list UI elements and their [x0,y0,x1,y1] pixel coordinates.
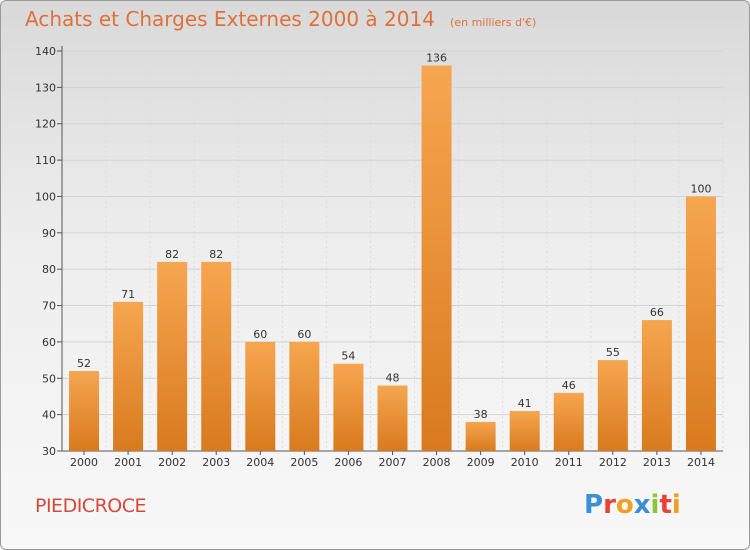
x-tick-label: 2005 [290,456,318,469]
x-tick-label: 2011 [555,456,583,469]
data-label: 54 [341,350,355,363]
chart-subtitle: (en milliers d'€) [450,16,537,29]
bar-2002 [157,261,188,451]
bar-2014 [685,196,716,451]
logo-letter: o [615,490,634,520]
x-tick-label: 2007 [379,456,407,469]
bar-2003 [201,261,232,451]
data-label: 52 [77,357,91,370]
data-label: 60 [253,328,267,341]
data-label: 66 [650,306,664,319]
data-label: 71 [121,288,135,301]
y-tick-label: 40 [42,409,56,422]
commune-name: PIEDICROCE [35,495,147,517]
x-tick-label: 2004 [246,456,274,469]
bar-layer [69,65,716,451]
data-label: 82 [209,248,223,261]
bar-2013 [641,320,672,451]
bar-2005 [289,341,320,451]
y-tick-label: 80 [42,263,56,276]
y-tick-label: 120 [35,118,56,131]
x-tick-label: 2003 [202,456,230,469]
bar-2011 [553,392,584,451]
label-layer: 52 71 82 82 60 60 54 48 136 38 41 46 55 66 100 [77,52,711,421]
bar-2012 [597,360,628,451]
bar-2004 [245,341,276,451]
y-tick-label: 110 [35,154,56,167]
data-label: 41 [518,397,532,410]
x-tick-label: 2001 [114,456,142,469]
proxiti-logo[interactable]: Proxiti [584,490,681,520]
logo-letter: i [650,490,660,520]
data-label: 100 [690,182,711,195]
data-label: 48 [386,372,400,385]
y-tick-label: 60 [42,336,56,349]
x-tick-label: 2009 [467,456,495,469]
logo-letter: x [633,490,651,520]
y-tick-label: 90 [42,227,56,240]
logo-letter: t [659,490,672,520]
logo-letter: i [671,490,681,520]
x-tick-label: 2012 [599,456,627,469]
y-tick-label: 50 [42,372,56,385]
x-tick-label: 2002 [158,456,186,469]
data-label: 46 [562,379,576,392]
bar-2009 [465,421,496,451]
y-tick-label: 130 [35,81,56,94]
y-tick-label: 70 [42,300,56,313]
x-tick-label: 2010 [511,456,539,469]
data-label: 60 [297,328,311,341]
x-tick-label: 2014 [687,456,715,469]
logo-letter: P [584,490,604,520]
data-label: 82 [165,248,179,261]
bar-2006 [333,363,364,451]
bar-2008 [421,65,452,451]
data-label: 136 [426,52,447,65]
y-tick-label: 140 [35,45,56,58]
x-tick-label: 2006 [334,456,362,469]
data-label: 55 [606,346,620,359]
y-tick-label: 100 [35,190,56,203]
bar-2010 [509,411,540,451]
chart-title: Achats et Charges Externes 2000 à 2014 [25,7,435,31]
bar-2007 [377,385,408,451]
bar-2001 [113,301,144,451]
logo-letter: r [603,490,616,520]
x-tick-label: 2000 [70,456,98,469]
y-tick-label: 30 [42,445,56,458]
title-row: Achats et Charges Externes 2000 à 2014 (… [25,7,536,31]
data-label: 38 [474,408,488,421]
x-tick-label: 2008 [423,456,451,469]
x-tick-label: 2013 [643,456,671,469]
bar-2000 [69,371,100,451]
